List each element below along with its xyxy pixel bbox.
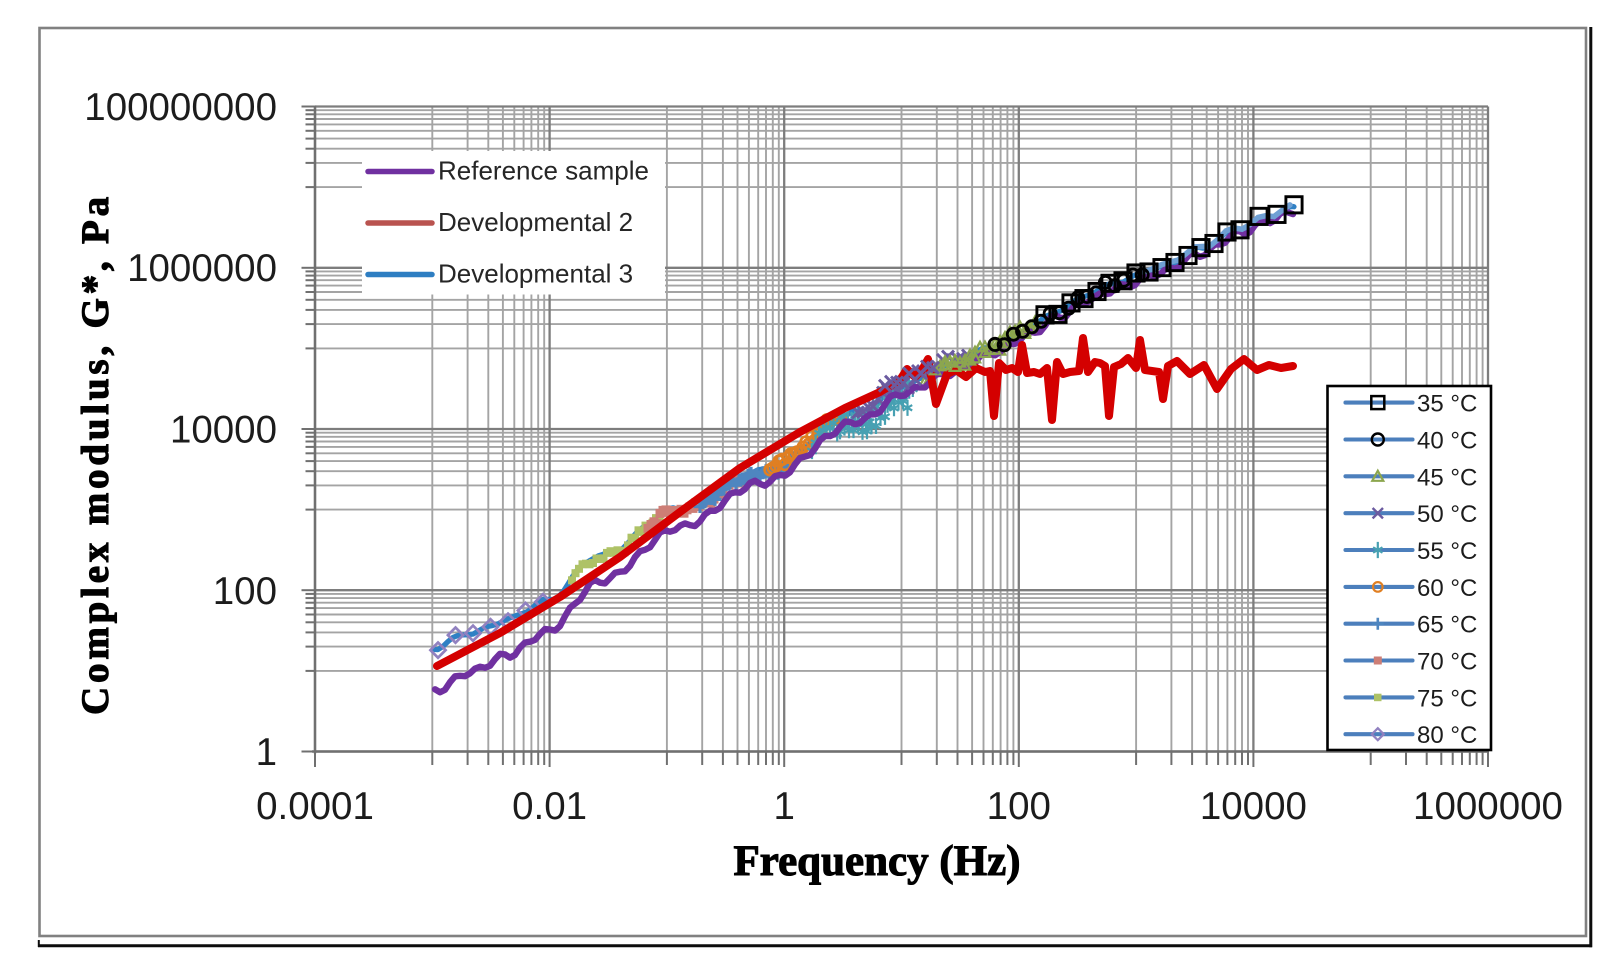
svg-text:80 °C: 80 °C <box>1417 722 1477 749</box>
svg-text:35 °C: 35 °C <box>1417 391 1477 418</box>
svg-text:100: 100 <box>987 785 1051 828</box>
svg-text:55 °C: 55 °C <box>1417 538 1477 565</box>
svg-text:Frequency (Hz): Frequency (Hz) <box>734 838 1021 885</box>
svg-text:Developmental 3: Developmental 3 <box>438 259 633 289</box>
svg-text:0.0001: 0.0001 <box>256 785 374 828</box>
svg-text:50 °C: 50 °C <box>1417 501 1477 528</box>
svg-text:70 °C: 70 °C <box>1417 649 1477 676</box>
svg-text:Developmental 2: Developmental 2 <box>438 207 633 237</box>
svg-text:Complex modulus, G*, Pa: Complex modulus, G*, Pa <box>74 193 117 715</box>
svg-text:1: 1 <box>773 785 794 828</box>
svg-text:1: 1 <box>256 731 277 774</box>
svg-text:10000: 10000 <box>170 409 277 452</box>
svg-text:45 °C: 45 °C <box>1417 464 1477 491</box>
svg-text:1000000: 1000000 <box>1413 785 1563 828</box>
svg-text:0.01: 0.01 <box>512 785 587 828</box>
svg-text:40 °C: 40 °C <box>1417 428 1477 455</box>
svg-text:100000000: 100000000 <box>84 86 277 129</box>
svg-text:65 °C: 65 °C <box>1417 612 1477 639</box>
svg-text:60 °C: 60 °C <box>1417 575 1477 602</box>
svg-text:Reference sample: Reference sample <box>438 156 649 186</box>
svg-text:75 °C: 75 °C <box>1417 685 1477 712</box>
svg-text:10000: 10000 <box>1200 785 1307 828</box>
svg-text:100: 100 <box>213 570 277 613</box>
svg-text:1000000: 1000000 <box>127 247 277 290</box>
